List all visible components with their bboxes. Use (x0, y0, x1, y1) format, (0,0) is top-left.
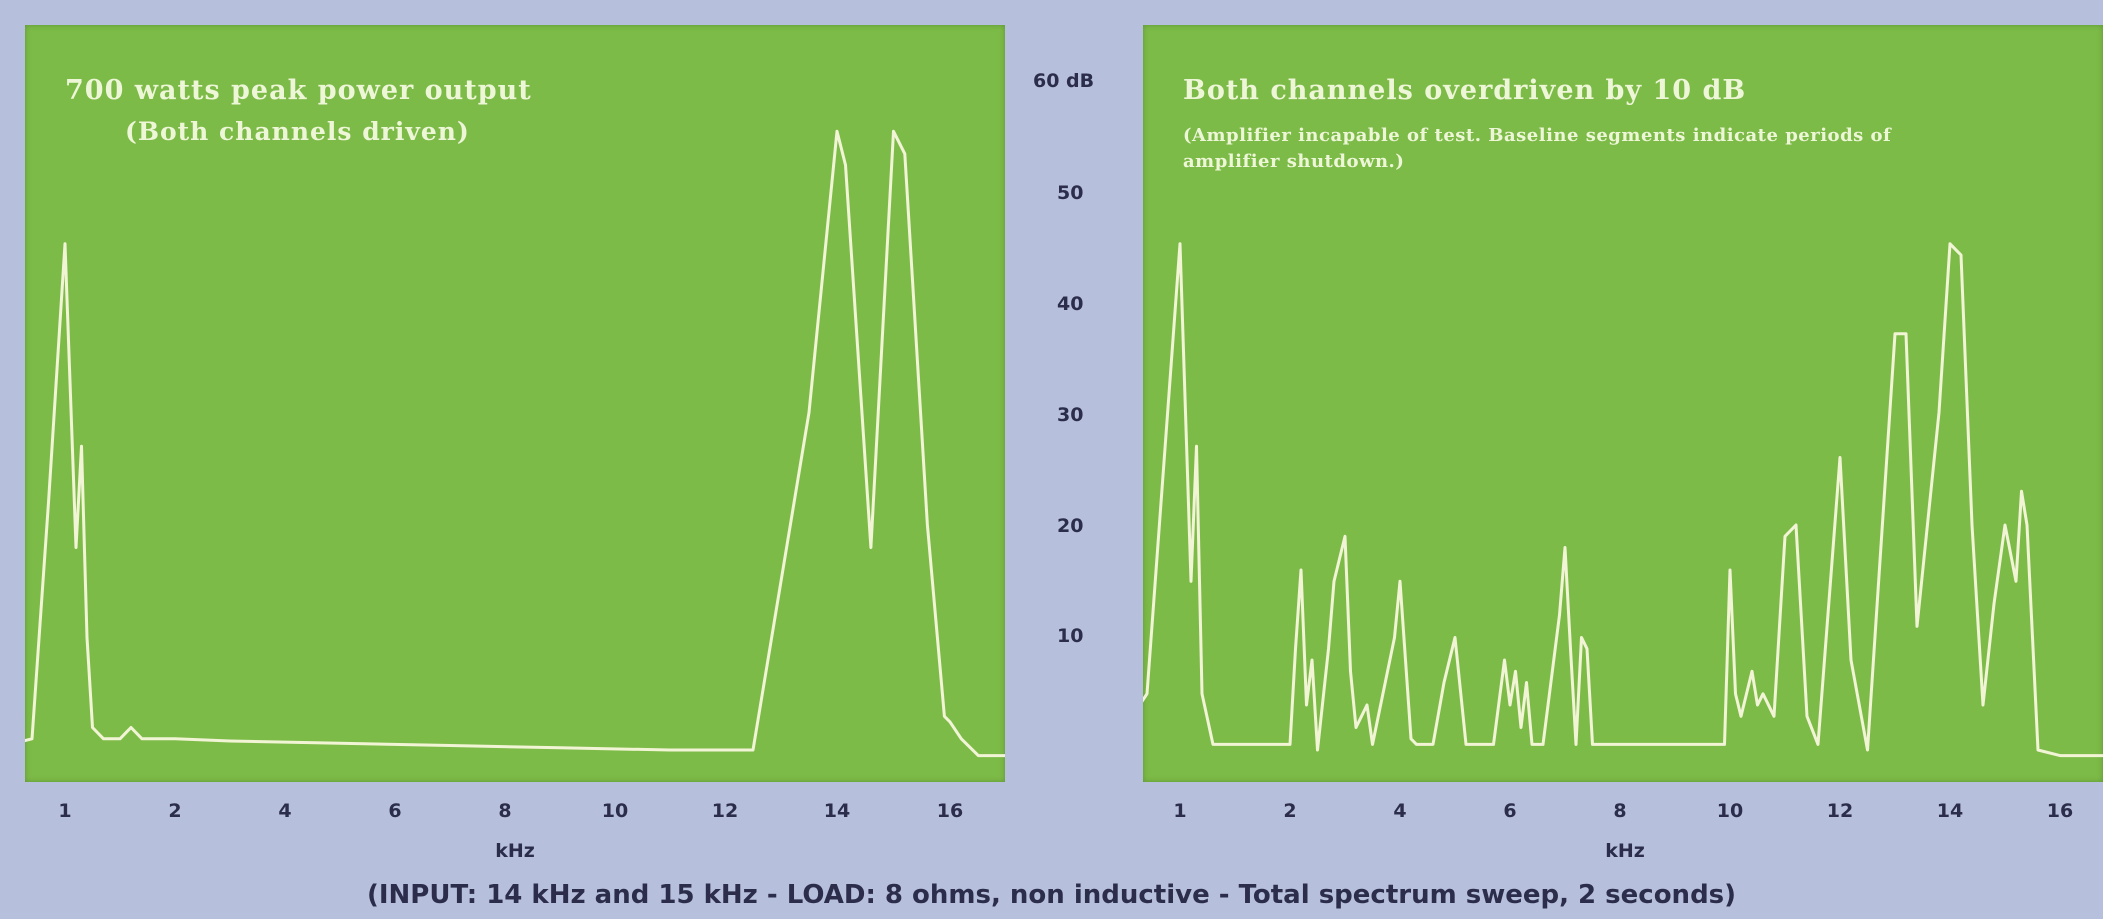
x-tick-label: 8 (1613, 800, 1627, 822)
x-tick-label: 10 (1716, 800, 1744, 822)
right-spectrum-panel: Both channels overdriven by 10 dB (Ampli… (1143, 25, 2103, 782)
left-panel-title: 700 watts peak power output (65, 75, 532, 106)
x-tick-label: 14 (823, 800, 851, 822)
x-tick-label: 1 (1173, 800, 1187, 822)
x-tick-label: 2 (1283, 800, 1297, 822)
y-tick-label: 40 (1057, 293, 1084, 315)
y-tick-label: 10 (1057, 625, 1084, 647)
right-x-axis-unit: kHz (1605, 840, 1645, 862)
right-spectrum-plot (1143, 242, 2103, 758)
x-tick-label: 16 (936, 800, 964, 822)
x-tick-label: 8 (498, 800, 512, 822)
x-tick-label: 14 (1936, 800, 1964, 822)
right-panel-subtitle: (Amplifier incapable of test. Baseline s… (1183, 125, 1892, 172)
x-tick-label: 6 (388, 800, 402, 822)
y-axis-label: 60 dB (1033, 70, 1095, 92)
x-tick-label: 4 (278, 800, 292, 822)
left-spectrum-panel: 700 watts peak power output (Both channe… (25, 25, 1005, 782)
x-tick-label: 12 (1826, 800, 1854, 822)
x-tick-label: 1 (58, 800, 72, 822)
left-panel-subtitle: (Both channels driven) (125, 117, 470, 146)
y-tick-label: 20 (1057, 515, 1084, 537)
y-tick-label: 30 (1057, 404, 1084, 426)
x-tick-label: 16 (2046, 800, 2074, 822)
left-spectrum-trace (25, 129, 1005, 758)
x-tick-label: 10 (601, 800, 629, 822)
left-x-axis-unit: kHz (495, 840, 535, 862)
x-tick-label: 4 (1393, 800, 1407, 822)
x-tick-label: 12 (711, 800, 739, 822)
x-tick-label: 6 (1503, 800, 1517, 822)
x-tick-label: 2 (168, 800, 182, 822)
y-tick-label: 50 (1057, 182, 1084, 204)
measurement-conditions-note: (INPUT: 14 kHz and 15 kHz - LOAD: 8 ohms… (366, 880, 1737, 910)
right-panel-title: Both channels overdriven by 10 dB (1183, 75, 1747, 106)
left-spectrum-plot (25, 129, 1005, 758)
right-spectrum-trace (1143, 242, 2103, 758)
